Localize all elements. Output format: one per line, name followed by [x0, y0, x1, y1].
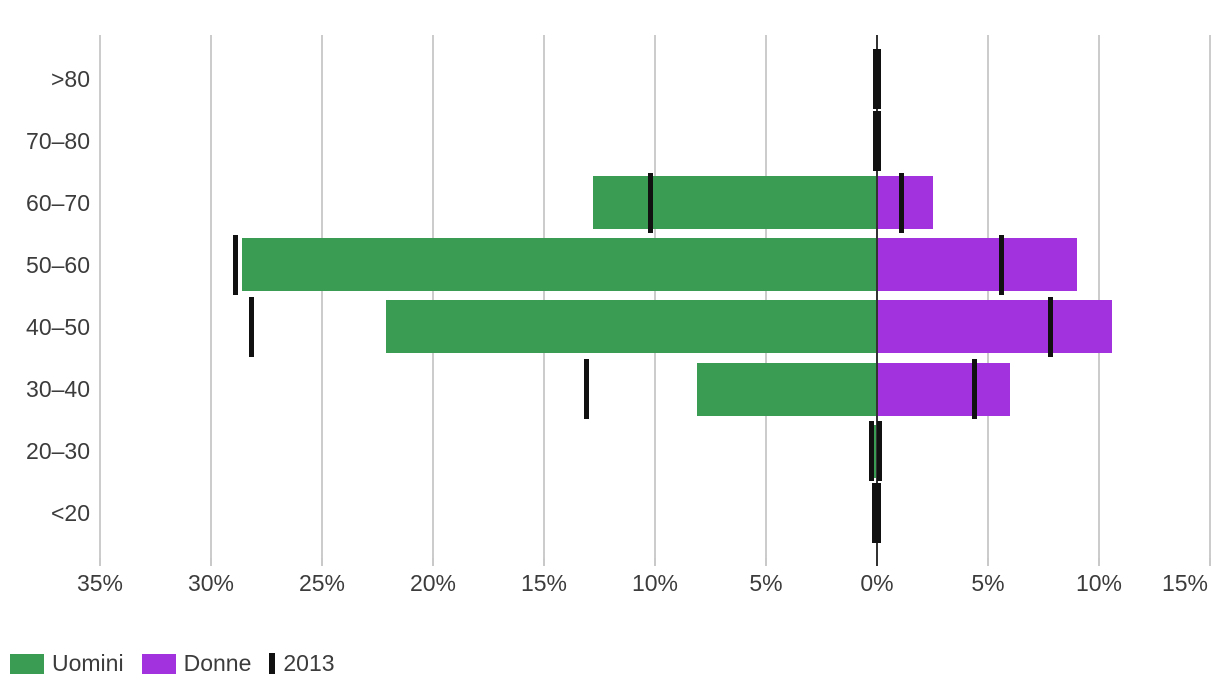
tick-2013-donne — [972, 359, 978, 419]
axis-tick — [987, 558, 989, 566]
legend-label: Donne — [183, 650, 252, 676]
bar-donne — [877, 362, 1011, 416]
gridline — [1209, 35, 1211, 558]
tick-2013-uomini — [583, 359, 589, 419]
bar-uomini — [872, 424, 877, 478]
bar-donne — [877, 300, 1113, 354]
y-axis-label: 50–60 — [26, 251, 90, 278]
legend-swatch-uomini — [10, 653, 44, 674]
y-axis-label: 20–30 — [26, 438, 90, 465]
x-axis-label: 35% — [76, 570, 124, 596]
gridline — [99, 35, 101, 558]
axis-tick — [654, 558, 656, 566]
tick-2013-uomini — [869, 421, 874, 482]
axis-tick — [99, 558, 101, 566]
bar-donne — [877, 238, 1077, 292]
bar-uomini — [697, 362, 877, 416]
gridline — [987, 35, 989, 558]
axis-tick — [876, 558, 878, 566]
legend: Uomini Donne 2013 — [10, 650, 335, 677]
axis-tick — [765, 558, 767, 566]
y-axis-label: 70–80 — [26, 127, 90, 154]
y-axis-label: 40–50 — [26, 313, 90, 340]
x-axis-label: 0% — [860, 570, 894, 596]
legend-swatch-donne — [141, 653, 176, 674]
x-axis-label: 5% — [971, 570, 1005, 596]
x-axis-label: 15% — [520, 570, 568, 596]
y-axis-label: 60–70 — [26, 189, 90, 216]
x-axis-label: 15% — [1161, 570, 1208, 596]
tick-2013-donne — [998, 234, 1004, 295]
gridline — [654, 35, 656, 558]
axis-tick — [543, 558, 545, 566]
bar-uomini — [242, 238, 877, 292]
gridline — [432, 35, 434, 558]
gridline — [210, 35, 212, 558]
tick-2013-donne — [875, 48, 881, 109]
tick-2013-donne — [875, 483, 881, 544]
x-axis-label: 30% — [187, 570, 235, 596]
tick-2013-donne — [898, 172, 904, 233]
x-axis-label: 20% — [409, 570, 457, 596]
legend-item-uomini: Uomini — [10, 650, 124, 677]
bar-uomini — [386, 300, 877, 354]
x-axis-label: 10% — [631, 570, 679, 596]
axis-tick — [321, 558, 323, 566]
tick-2013-donne — [1047, 296, 1053, 357]
axis-tick — [432, 558, 434, 566]
axis-tick — [210, 558, 212, 566]
y-axis-label: >80 — [50, 65, 90, 92]
tick-2013-uomini — [872, 483, 878, 544]
legend-item-2013: 2013 — [269, 650, 335, 677]
tick-2013-donne — [876, 421, 882, 482]
gridline — [321, 35, 323, 558]
gridline — [765, 35, 767, 558]
x-axis-label: 25% — [298, 570, 346, 596]
gridline — [543, 35, 545, 558]
legend-label: Uomini — [52, 650, 124, 676]
y-axis-label: <20 — [50, 500, 90, 527]
tick-2013-uomini — [248, 296, 254, 357]
legend-swatch-2013 — [269, 653, 276, 674]
bar-donne — [877, 176, 933, 230]
axis-tick — [1098, 558, 1100, 566]
axis-tick — [1209, 558, 1211, 566]
bar-uomini — [592, 176, 877, 230]
tick-2013-uomini — [232, 234, 238, 295]
x-axis-label: 10% — [1075, 570, 1123, 596]
legend-label: 2013 — [283, 650, 335, 676]
legend-item-donne: Donne — [141, 650, 252, 677]
y-axis-label: 30–40 — [26, 376, 90, 402]
gridline — [1098, 35, 1100, 558]
tick-2013-uomini — [648, 172, 654, 233]
tick-2013-donne — [875, 110, 881, 171]
zero-axis-line — [876, 35, 878, 558]
x-axis-label: 5% — [749, 570, 783, 596]
